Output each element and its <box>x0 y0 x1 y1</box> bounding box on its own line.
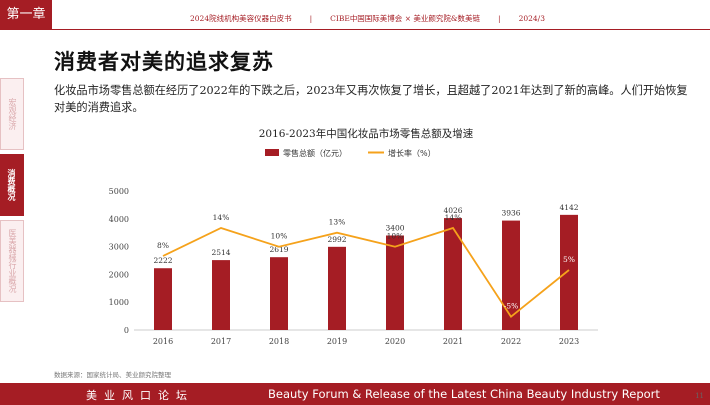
bar-value-label: 2619 <box>269 245 288 254</box>
legend-label-retail: 零售总额（亿元） <box>283 148 347 158</box>
body-paragraph: 化妆品市场零售总额在经历了2022年的下跌之后，2023年又再次恢复了增长，且超… <box>54 84 688 114</box>
y-tick-label: 1000 <box>109 298 129 307</box>
y-tick-label: 4000 <box>109 215 129 224</box>
bar-value-label: 4026 <box>443 206 462 215</box>
bar-2020 <box>386 235 404 330</box>
bar-value-label: 3400 <box>385 223 404 232</box>
bar-value-label: 4142 <box>559 203 578 212</box>
chart-title: 2016-2023年中国化妆品市场零售总额及增速 <box>259 127 474 140</box>
growth-value-label: 5% <box>563 255 575 264</box>
growth-value-label: 10% <box>387 232 404 241</box>
bar-2018 <box>270 257 288 330</box>
page-title: 消费者对美的追求复苏 <box>54 50 274 74</box>
header-divider <box>52 29 710 30</box>
growth-value-label: -5% <box>504 302 518 311</box>
y-tick-label: 0 <box>124 326 129 335</box>
header-meta-sep: | <box>498 14 501 23</box>
x-tick-label: 2023 <box>559 337 579 346</box>
bar-value-label: 2222 <box>153 256 172 265</box>
x-tick-label: 2017 <box>211 337 231 346</box>
x-tick-label: 2021 <box>443 337 463 346</box>
chapter-tab: 第一章 <box>0 0 52 30</box>
growth-value-label: 13% <box>329 218 346 227</box>
bar-2021 <box>444 218 462 330</box>
bar-value-label: 3936 <box>501 209 520 218</box>
y-tick-label: 5000 <box>109 187 129 196</box>
x-tick-label: 2020 <box>385 337 405 346</box>
bar-value-label: 2992 <box>327 235 346 244</box>
y-tick-label: 3000 <box>109 243 129 252</box>
source-note: 数据来源：国家统计局、美业颜究院整理 <box>54 371 171 379</box>
growth-value-label: 14% <box>445 213 462 222</box>
side-nav-item-device-industry[interactable]: 医美器械行业概况 <box>0 220 24 302</box>
bar-value-label: 2514 <box>211 248 230 257</box>
growth-value-label: 8% <box>157 241 169 250</box>
side-nav-item-macro[interactable]: 宏观经济 <box>0 78 24 150</box>
bar-2016 <box>154 268 172 330</box>
header-meta-sep: | <box>309 14 313 23</box>
header-meta: 2024院线机构美容仪器白皮书 | CIBE中国国际美博会 × 美业颜究院&数美链 |… <box>190 13 545 24</box>
footer-bar: 美业风口论坛 Beauty Forum & Release of the Lat… <box>0 383 710 405</box>
bar-2017 <box>212 260 230 330</box>
page-number: 11 <box>695 392 704 400</box>
legend-swatch-retail <box>265 149 279 156</box>
bar-2019 <box>328 246 346 330</box>
x-tick-label: 2016 <box>153 337 173 346</box>
x-tick-label: 2022 <box>501 337 521 346</box>
side-nav: 宏观经济 消费概况 医美器械行业概况 <box>0 78 24 306</box>
growth-value-label: 10% <box>271 232 288 241</box>
y-tick-label: 2000 <box>109 270 129 279</box>
growth-rate-line <box>162 226 570 319</box>
growth-value-label: 14% <box>213 213 230 222</box>
legend-label-growth: 增长率（%） <box>388 148 436 158</box>
footer-forum-name: 美业风口论坛 <box>86 389 194 402</box>
footer-english-title: Beauty Forum & Release of the Latest Chi… <box>268 387 660 401</box>
bar-2022 <box>502 220 520 330</box>
bar-2023 <box>560 214 578 330</box>
side-nav-item-consumption[interactable]: 消费概况 <box>0 154 24 216</box>
header-meta-report: 2024院线机构美容仪器白皮书 <box>190 14 292 23</box>
header-meta-date: 2024/3 <box>518 14 545 23</box>
header-meta-org: CIBE中国国际美博会 × 美业颜究院&数美链 <box>330 14 481 23</box>
x-tick-label: 2019 <box>327 337 347 346</box>
x-tick-label: 2018 <box>269 337 289 346</box>
